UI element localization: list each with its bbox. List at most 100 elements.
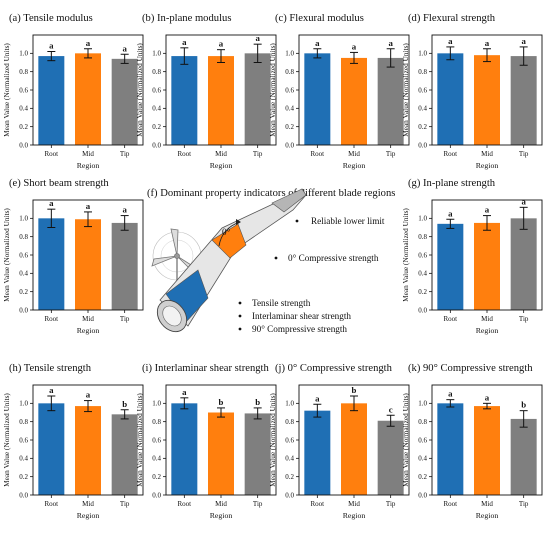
y-tick-label: 0.8 — [19, 68, 28, 76]
y-axis-label: Mean Value (Normalized Units) — [2, 43, 11, 137]
significance-letter: a — [448, 36, 453, 46]
y-tick-label: 0.4 — [19, 455, 28, 463]
significance-letter: a — [448, 389, 453, 399]
significance-letter: b — [122, 399, 127, 409]
x-tick-label: Tip — [386, 500, 396, 508]
chart-panel-j: (j) 0° Compressive strength a Root b Mid c Tip… — [268, 363, 410, 520]
chart-panel-h: (h) Tensile strength a Root a Mid b Tip 0.0 0.2 0… — [2, 363, 144, 520]
significance-letter: a — [86, 390, 91, 400]
significance-letter: a — [49, 198, 54, 208]
y-tick-label: 0.2 — [418, 123, 427, 131]
x-axis-label: Region — [343, 511, 366, 520]
y-tick-label: 0.0 — [285, 491, 294, 499]
y-tick-label: 0.0 — [152, 491, 161, 499]
significance-letter: a — [448, 208, 453, 218]
x-tick-label: Root — [444, 150, 458, 158]
y-tick-label: 0.6 — [19, 436, 28, 444]
y-tick-label: 0.6 — [285, 86, 294, 94]
x-tick-label: Tip — [253, 500, 263, 508]
y-tick-label: 0.4 — [152, 455, 161, 463]
x-tick-label: Mid — [481, 500, 493, 508]
y-tick-label: 0.2 — [152, 473, 161, 481]
y-tick-label: 0.8 — [418, 233, 427, 241]
angle-label: 0° — [222, 227, 231, 237]
bar-root — [304, 410, 331, 495]
y-tick-label: 0.4 — [285, 105, 294, 113]
x-axis-label: Region — [77, 326, 100, 335]
bar-root — [38, 218, 65, 310]
y-tick-label: 0.0 — [418, 141, 427, 149]
significance-letter: b — [219, 397, 224, 407]
y-axis-label: Mean Value (Normalized Units) — [401, 208, 410, 302]
bar-tip — [111, 222, 138, 310]
y-axis-label: Mean Value (Normalized Units) — [2, 208, 11, 302]
chart-panel-a: (a) Tensile modulus a Root a Mid a Tip 0.0 0.2 0.… — [2, 13, 144, 170]
y-tick-label: 0.2 — [19, 123, 28, 131]
y-tick-label: 0.6 — [418, 251, 427, 259]
bar-mid — [474, 406, 500, 495]
y-tick-label: 0.6 — [152, 436, 161, 444]
significance-letter: b — [352, 385, 357, 395]
x-tick-label: Tip — [253, 150, 263, 158]
x-tick-label: Tip — [120, 315, 130, 323]
bar-tip — [244, 413, 271, 495]
y-tick-label: 1.0 — [285, 50, 294, 58]
label-interlaminar: Interlaminar shear strength — [252, 311, 351, 321]
significance-letter: a — [182, 37, 187, 47]
plot-frame — [165, 384, 277, 496]
x-axis-label: Region — [210, 511, 233, 520]
x-tick-label: Root — [45, 150, 59, 158]
plot-frame — [431, 384, 543, 496]
bar-tip — [111, 414, 138, 495]
y-tick-label: 0.4 — [19, 105, 28, 113]
plot-frame — [32, 384, 144, 496]
x-tick-label: Tip — [519, 150, 529, 158]
x-axis-label: Region — [476, 326, 499, 335]
x-tick-label: Tip — [519, 500, 529, 508]
bar-mid — [208, 56, 234, 146]
y-tick-label: 0.4 — [418, 455, 427, 463]
x-axis-label: Region — [77, 511, 100, 520]
blade-illustration — [156, 188, 307, 333]
label-reliable-lower-limit: Reliable lower limit — [311, 216, 385, 226]
label-90-compressive: 90° Compressive strength — [252, 324, 347, 334]
y-tick-label: 0.4 — [418, 105, 427, 113]
bar-mid — [341, 57, 367, 145]
significance-letter: a — [86, 201, 91, 211]
y-tick-label: 0.8 — [19, 233, 28, 241]
bar-tip — [510, 418, 537, 495]
chart-panel-i: (i) Interlaminar shear strength a Root b Mid… — [135, 363, 277, 520]
x-tick-label: Mid — [82, 500, 94, 508]
x-axis-label: Region — [476, 511, 499, 520]
y-tick-label: 0.2 — [418, 288, 427, 296]
y-tick-label: 1.0 — [19, 215, 28, 223]
y-axis-label: Mean Value (Normalized Units) — [268, 43, 277, 137]
y-tick-label: 0.8 — [418, 68, 427, 76]
y-tick-label: 0.4 — [285, 455, 294, 463]
y-tick-label: 0.2 — [285, 473, 294, 481]
y-tick-label: 0.8 — [418, 418, 427, 426]
panel-title: (i) Interlaminar shear strength — [142, 363, 269, 374]
y-tick-label: 0.6 — [418, 436, 427, 444]
significance-letter: a — [485, 205, 490, 215]
panel-title: (c) Flexural modulus — [275, 13, 364, 24]
bar-root — [38, 56, 65, 146]
bullet-icon — [274, 256, 278, 260]
significance-letter: a — [485, 392, 490, 402]
x-tick-label: Mid — [215, 150, 227, 158]
y-axis-label: Mean Value (Normalized Units) — [135, 393, 144, 487]
chart-panel-g: (g) In-plane strength a Root a Mid a Tip 0.0 0.2… — [401, 178, 543, 335]
significance-letter: a — [122, 43, 127, 53]
y-tick-label: 0.8 — [19, 418, 28, 426]
y-tick-label: 0.4 — [418, 270, 427, 278]
chart-panel-d: (d) Flexural strength a Root a Mid a Tip 0.0 0.2… — [401, 13, 543, 170]
y-tick-label: 0.2 — [19, 473, 28, 481]
y-tick-label: 1.0 — [418, 50, 427, 58]
bullet-icon — [238, 301, 242, 305]
blade-mid-region — [211, 223, 247, 259]
plot-frame — [298, 384, 410, 496]
y-tick-label: 0.4 — [152, 105, 161, 113]
y-axis-label: Mean Value (Normalized Units) — [401, 393, 410, 487]
plot-frame — [32, 199, 144, 311]
